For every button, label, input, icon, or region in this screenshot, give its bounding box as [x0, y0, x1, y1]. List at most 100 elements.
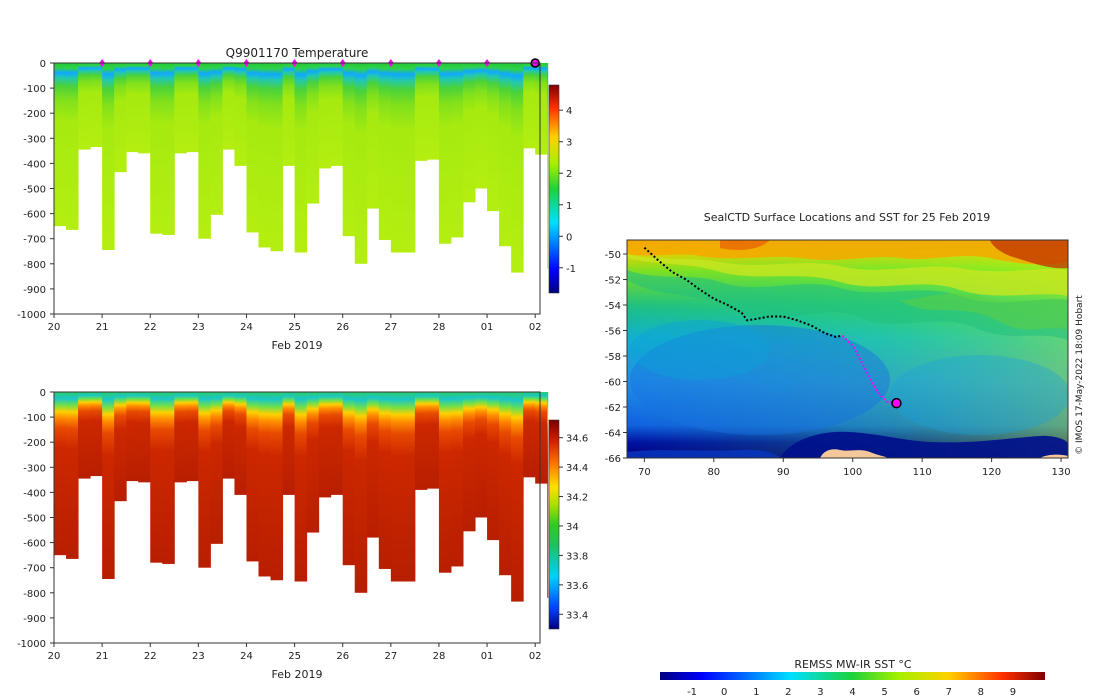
- sst-colorbar: [660, 672, 1045, 680]
- lat-tick-label: -56: [605, 327, 621, 338]
- y-tick-label: -800: [23, 260, 46, 271]
- temperature-profile-column: [330, 63, 344, 166]
- salinity-profile-column: [258, 392, 272, 577]
- x-tick-label: 22: [144, 322, 157, 333]
- temperature-profile-column: [547, 63, 549, 269]
- map-frame: [626, 239, 1069, 459]
- seal-track-past: [643, 246, 843, 338]
- salinity-profile-column: [378, 392, 392, 569]
- salinity-y-axis: 0 -100 -200 -300 -400 -500 -600 -700 -800 -900 -10…: [17, 388, 54, 650]
- lat-tick-label: -60: [605, 378, 621, 389]
- colorbar-tick-label: 34.6: [566, 434, 588, 445]
- lon-tick-label: 90: [777, 467, 790, 478]
- y-tick-label: -100: [23, 84, 46, 95]
- sst-tick-label: 7: [946, 687, 952, 698]
- salinity-profile-column: [390, 392, 404, 582]
- y-tick-label: -700: [23, 235, 46, 246]
- y-tick-label: -500: [23, 514, 46, 525]
- x-tick-label: 22: [144, 651, 157, 662]
- x-tick-label: 20: [48, 322, 61, 333]
- y-tick-label: -300: [23, 134, 46, 145]
- y-tick-label: -900: [23, 614, 46, 625]
- lon-tick-label: 70: [638, 467, 651, 478]
- sst-legend: REMSS MW-IR SST °C -1 0 1 2 3 4 5 6 7 8 9: [660, 658, 1045, 698]
- colorbar-tick-label: 1: [566, 201, 572, 212]
- current-seal-position: [891, 397, 902, 409]
- colorbar-tick-label: 33.6: [566, 581, 588, 592]
- x-tick-label: 27: [384, 322, 397, 333]
- salinity-profile-column: [414, 392, 428, 490]
- lon-tick-label: 110: [913, 467, 932, 478]
- temperature-profile-column: [463, 63, 476, 203]
- temperature-profile-column: [186, 63, 199, 153]
- y-tick-label: -400: [23, 159, 46, 170]
- temperature-profile-column: [150, 63, 163, 234]
- colorbar-tick-label: -1: [566, 264, 576, 275]
- antarctic-coast-patch: [820, 449, 888, 458]
- salinity-profile-column: [246, 392, 260, 562]
- salinity-profile-column: [270, 392, 284, 581]
- temperature-profile-column: [438, 63, 452, 244]
- map-latitude-axis: -50 -52 -54 -56 -58 -60 -62 -64 -66: [605, 250, 627, 465]
- salinity-profile-column: [222, 392, 235, 479]
- x-tick-label: 01: [481, 322, 494, 333]
- temperature-profile-column: [390, 63, 404, 253]
- salinity-profile-column: [114, 392, 127, 502]
- sst-tick-label: 4: [849, 687, 855, 698]
- colorbar-tick-label: 3: [566, 138, 572, 149]
- x-tick-label: 26: [336, 322, 349, 333]
- lon-tick-label: 100: [843, 467, 862, 478]
- temperature-profile-column: [90, 63, 103, 148]
- salinity-profile-column: [234, 392, 247, 495]
- y-tick-label: -100: [23, 413, 46, 424]
- temperature-profile-column: [306, 63, 320, 204]
- x-tick-label: 21: [96, 322, 109, 333]
- x-tick-label: 27: [384, 651, 397, 662]
- salinity-profile-column: [306, 392, 320, 533]
- y-tick-label: -1000: [17, 310, 46, 321]
- sst-map-panel: SealCTD Surface Locations and SST for 25…: [605, 211, 1085, 478]
- x-tick-label: 02: [529, 651, 542, 662]
- colorbar-tick-label: 0: [566, 232, 572, 243]
- lat-tick-label: -52: [605, 276, 621, 287]
- salinity-profile-column: [126, 392, 139, 482]
- x-tick-label: 26: [336, 651, 349, 662]
- salinity-profile-column: [354, 392, 368, 593]
- seal-track-recent: [841, 334, 897, 405]
- temperature-profile-column: [270, 63, 284, 252]
- temperature-panel: Q9901170 Temperature 0 -100 -200 -300 -400 -5…: [17, 46, 576, 352]
- salinity-profile-column: [547, 392, 549, 598]
- sst-tick-label: 2: [785, 687, 791, 698]
- temperature-profile-column: [198, 63, 211, 239]
- x-tick-label: 25: [288, 651, 301, 662]
- sst-tick-label: 0: [721, 687, 727, 698]
- y-tick-label: 0: [40, 388, 46, 399]
- sst-tick-label: 8: [978, 687, 984, 698]
- temperature-title: Q9901170 Temperature: [226, 46, 369, 60]
- temperature-profile-column: [378, 63, 392, 240]
- temperature-profile-column: [78, 63, 91, 150]
- temperature-profile-column: [535, 63, 548, 155]
- imos-credit: © IMOS 17-May-2022 18:09 Hobart: [1075, 295, 1085, 455]
- salinity-profile-column: [138, 392, 151, 483]
- salinity-profile-column: [78, 392, 91, 479]
- salinity-plot-area: [54, 392, 549, 602]
- salinity-profile-column: [294, 392, 308, 582]
- salinity-x-axis: 20 21 22 23 24 25 26 27 28 01 02: [48, 643, 542, 662]
- salinity-profile-column: [450, 392, 464, 567]
- salinity-profile-column: [463, 392, 476, 532]
- salinity-profile-column: [174, 392, 187, 483]
- temperature-profile-column: [402, 63, 416, 253]
- x-tick-label: 28: [433, 322, 446, 333]
- y-tick-label: -800: [23, 589, 46, 600]
- x-tick-label: 02: [529, 322, 542, 333]
- salinity-profile-column: [499, 392, 512, 576]
- y-tick-label: 0: [40, 59, 46, 70]
- temperature-profile-column: [114, 63, 127, 173]
- salinity-colorbar-ticks: 34.6 34.4 34.2 34 33.8 33.6 33.4: [559, 434, 588, 621]
- colorbar-tick-label: 33.8: [566, 551, 588, 562]
- x-tick-label: 20: [48, 651, 61, 662]
- y-tick-label: -200: [23, 438, 46, 449]
- temperature-profile-column: [126, 63, 139, 153]
